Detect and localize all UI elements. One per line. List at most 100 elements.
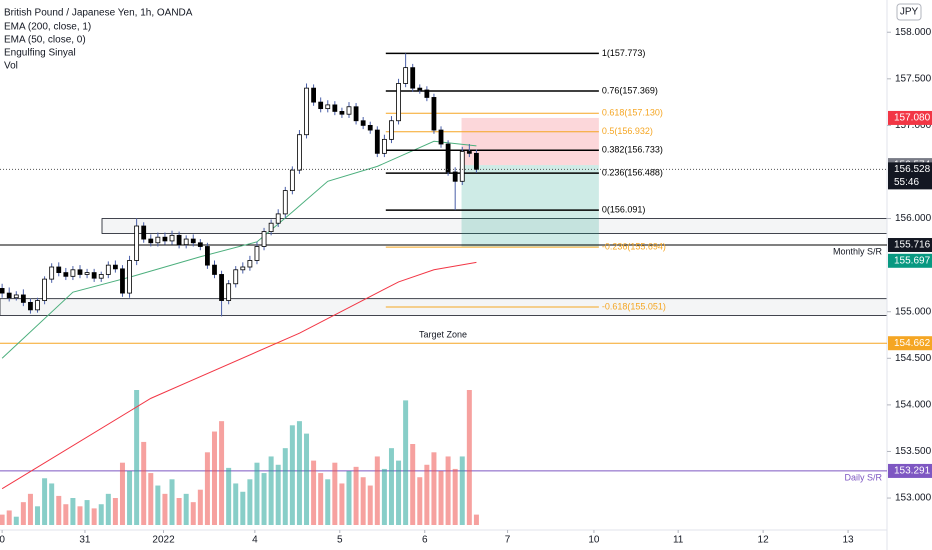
chart-title: British Pound / Japanese Yen, 1h, OANDA xyxy=(4,8,193,19)
stop-price-bg xyxy=(888,110,932,125)
volume-bar xyxy=(403,400,409,525)
candle-body xyxy=(325,104,331,110)
candle-body xyxy=(127,260,132,294)
volume-bar xyxy=(233,483,239,525)
fib-label: 0.5(156.932) xyxy=(602,126,653,136)
volume-bar xyxy=(417,477,423,525)
candle-body xyxy=(254,246,260,261)
y-tick-label: 157.000 xyxy=(895,120,932,131)
candle-body xyxy=(233,269,239,285)
volume-bar xyxy=(261,473,267,525)
volume-bar xyxy=(127,471,133,525)
candle-body xyxy=(63,272,69,277)
candle-body xyxy=(134,225,140,261)
fib-label: -0.618(155.051) xyxy=(602,301,666,311)
candle-body xyxy=(0,288,5,294)
candle-body xyxy=(459,151,465,182)
volume-bar xyxy=(13,516,19,525)
volume-bar xyxy=(360,477,366,525)
candle-body xyxy=(112,264,118,270)
y-tick-label: 158.000 xyxy=(895,27,932,38)
volume-bar xyxy=(374,456,380,525)
candle-body xyxy=(169,234,175,242)
target-zone xyxy=(461,165,599,247)
volume-bar xyxy=(282,448,288,525)
indicator: Engulfing Sinyal xyxy=(4,48,76,59)
volume-bar xyxy=(459,456,465,525)
candle-body xyxy=(417,87,423,91)
candle-body xyxy=(120,268,125,294)
volume-bar xyxy=(134,390,140,525)
level-price-bg xyxy=(888,336,932,351)
candle-body xyxy=(339,111,345,115)
volume-bar xyxy=(141,441,147,525)
volume-bar xyxy=(0,514,5,525)
candle-body xyxy=(13,294,19,299)
volume-bar xyxy=(169,479,175,525)
volume-bar xyxy=(70,498,76,525)
volume-bar xyxy=(6,510,12,525)
candle-body xyxy=(431,97,437,131)
volume-bar xyxy=(91,508,97,525)
y-tick-label: 156.000 xyxy=(895,213,932,224)
candle-body xyxy=(466,151,472,154)
volume-bar xyxy=(396,460,402,525)
fib-label: 1(157.773) xyxy=(602,48,646,58)
candle-body xyxy=(452,171,458,182)
fib-label: 0.618(157.130) xyxy=(602,108,663,118)
volume-bar xyxy=(339,483,345,525)
last-price: 156.528 xyxy=(894,164,931,175)
currency[interactable]: JPY xyxy=(900,7,919,18)
level-name: Target Zone xyxy=(419,330,467,340)
fib-label: 0(156.091) xyxy=(602,204,646,214)
y-tick-label: 157.500 xyxy=(895,73,932,84)
candle-body xyxy=(190,238,196,244)
x-tick-label: 31 xyxy=(79,535,91,546)
volume-bar xyxy=(452,468,458,525)
volume-bar xyxy=(211,431,217,525)
candle-body xyxy=(438,129,444,145)
level-price: 154.662 xyxy=(894,338,931,349)
volume-bar xyxy=(183,493,189,525)
volume-bar xyxy=(289,425,295,525)
candle-body xyxy=(77,269,83,275)
candle-body xyxy=(226,283,232,301)
currency-button[interactable] xyxy=(896,3,922,21)
candle-body xyxy=(353,106,359,122)
stop-zone xyxy=(461,117,599,166)
candle-body xyxy=(445,143,451,173)
candle-body xyxy=(148,238,154,244)
candle-body xyxy=(141,225,147,240)
fib-label: -0.236(155.694) xyxy=(602,241,666,251)
candle-body xyxy=(282,190,288,215)
candle-body xyxy=(183,238,189,246)
x-tick-label: 12 xyxy=(758,535,770,546)
volume-bar xyxy=(367,485,373,525)
volume-bar xyxy=(226,467,232,525)
candle-body xyxy=(304,87,309,136)
volume-bar xyxy=(42,478,48,525)
volume-bar xyxy=(27,493,33,525)
volume-bar xyxy=(162,493,168,525)
volume-bar xyxy=(190,502,196,525)
candle-body xyxy=(381,138,387,154)
candle-body xyxy=(155,236,161,244)
volume-bar xyxy=(353,466,359,525)
candle-body xyxy=(332,104,338,112)
countdown: 55:46 xyxy=(894,177,919,188)
volume-bar xyxy=(63,504,69,525)
volume-bar xyxy=(219,421,225,525)
candle-body xyxy=(424,89,430,98)
volume-bar xyxy=(473,514,479,525)
volume-bar xyxy=(119,462,125,525)
volume-bar xyxy=(148,473,154,525)
volume-bar xyxy=(247,479,253,525)
candle-body xyxy=(275,213,281,224)
candle-body xyxy=(70,269,76,277)
candle-body xyxy=(297,134,302,171)
stop-price: 157.080 xyxy=(894,113,931,124)
y-tick-label: 153.000 xyxy=(895,493,932,504)
level-name: Monthly S/R xyxy=(833,246,883,256)
